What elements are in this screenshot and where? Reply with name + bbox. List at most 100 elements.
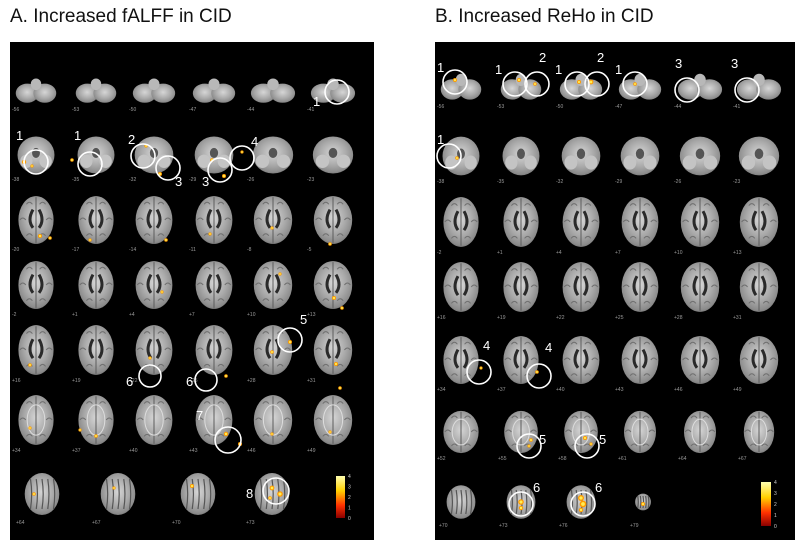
slice-z-label: +40	[556, 387, 565, 393]
slice-z-label: -5	[307, 247, 312, 253]
brain-slice: +52	[437, 410, 479, 462]
brain-slice: -32	[129, 136, 174, 183]
slice-z-label: -2	[437, 250, 442, 256]
activation-cluster	[190, 484, 194, 488]
activation-cluster	[334, 362, 338, 366]
slice-z-label: +1	[497, 250, 503, 256]
brain-slice: +76	[559, 485, 596, 529]
roi-circle	[466, 359, 492, 385]
brain-slice-outline	[254, 473, 290, 515]
brain-slice: -2	[12, 261, 54, 318]
slice-row: -20 -17 -14 -11 -8 -5	[12, 196, 353, 253]
brain-slice: +1	[497, 197, 539, 256]
brain-slice: +25	[189, 325, 233, 384]
roi-circle	[574, 433, 600, 459]
roi-circle	[734, 77, 760, 103]
activation-cluster	[225, 375, 227, 377]
brain-slice: +7	[615, 197, 659, 256]
roi-number: 5	[300, 312, 307, 327]
roi-number: 1	[615, 62, 622, 77]
activation-cluster	[224, 432, 228, 436]
activation-cluster	[158, 172, 162, 176]
slice-z-label: -50	[129, 107, 136, 113]
slice-z-label: +28	[674, 315, 683, 321]
slice-z-label: +13	[733, 250, 742, 256]
colorbar: 4 3 2 1 0	[761, 480, 777, 530]
activation-cluster	[519, 500, 523, 504]
colorbar-tick-label: 3	[348, 485, 351, 491]
activation-cluster	[241, 151, 243, 153]
slice-z-label: +7	[615, 250, 621, 256]
slice-z-label: +73	[499, 523, 508, 529]
roi-number: 8	[246, 486, 253, 501]
brain-slice: +64	[16, 473, 60, 526]
slice-row: -2 +1 +4 +7 +10 +13	[12, 261, 353, 318]
brain-slice: -17	[72, 196, 114, 253]
brain-slice: +22	[556, 262, 600, 321]
slice-z-label: +16	[12, 378, 21, 384]
brain-slice: +25	[615, 262, 659, 321]
activation-cluster	[583, 436, 587, 440]
slice-row: +70 +73 +76 +79	[439, 485, 651, 529]
roi-number: 3	[202, 174, 209, 189]
colorbar-tick-label: 2	[348, 495, 351, 501]
activation-cluster	[279, 273, 281, 275]
brain-slice: +55	[498, 410, 538, 462]
roi-circle	[622, 71, 648, 97]
colorbar-tick-label: 3	[774, 491, 777, 497]
slice-z-label: +16	[437, 315, 446, 321]
roi-circle	[584, 71, 610, 97]
roi-circle	[207, 157, 233, 183]
slice-z-label: -47	[615, 104, 622, 110]
slice-z-label: -11	[189, 247, 196, 253]
slice-row: +16 +19 +22 +25 +28 +31	[437, 262, 779, 321]
roi-number: 4	[545, 340, 552, 355]
activation-cluster	[581, 502, 585, 506]
slice-z-label: -23	[307, 177, 314, 183]
colorbar-gradient	[336, 476, 345, 518]
roi-number: 1	[74, 128, 81, 143]
activation-cluster	[95, 435, 97, 437]
slice-z-label: +67	[92, 520, 101, 526]
brain-slice: -41	[307, 78, 356, 113]
roi-number: 1	[555, 62, 562, 77]
brain-slice: -56	[12, 78, 57, 113]
slice-z-label: +61	[618, 456, 627, 462]
slice-z-label: -29	[189, 177, 196, 183]
slice-z-label: +19	[497, 315, 506, 321]
slice-z-label: +52	[437, 456, 446, 462]
brain-slice: +13	[307, 261, 353, 318]
brain-slice: +19	[72, 325, 114, 384]
slice-z-label: -35	[497, 179, 504, 185]
roi-number: 7	[196, 408, 203, 423]
brain-slice: -35	[497, 136, 540, 185]
activation-cluster	[89, 239, 91, 241]
brain-slice-outline	[180, 473, 216, 515]
brain-slice: -5	[307, 196, 353, 253]
activation-cluster	[579, 508, 583, 512]
colorbar-tick-label: 4	[774, 480, 777, 486]
brain-slice: -23	[307, 136, 354, 183]
panel-b-brain-slices: -56 -53 -50 -47 -44 -41 -38 -35 -32 -29 -26 -23 -2 +1…	[436, 50, 782, 530]
activation-cluster	[71, 159, 73, 161]
slice-z-label: -53	[72, 107, 79, 113]
brain-slice: -47	[189, 78, 236, 113]
brain-slice: +67	[92, 473, 136, 526]
slice-z-label: +31	[733, 315, 742, 321]
slice-z-label: -2	[12, 312, 17, 318]
brain-slice: +79	[630, 493, 651, 529]
brain-slice: -32	[556, 136, 601, 185]
roi-circle	[524, 71, 550, 97]
activation-cluster	[641, 502, 645, 506]
roi-number: 6	[126, 374, 133, 389]
roi-circle	[155, 155, 181, 181]
colorbar-tick-label: 1	[348, 506, 351, 512]
brain-slice: -50	[556, 73, 603, 110]
activation-cluster	[453, 78, 457, 82]
roi-number: 5	[599, 432, 606, 447]
activation-cluster	[49, 237, 51, 239]
brain-slice: +22	[129, 325, 173, 384]
brain-slice: +37	[497, 336, 539, 393]
activation-cluster	[329, 243, 331, 245]
slice-z-label: +79	[630, 523, 639, 529]
